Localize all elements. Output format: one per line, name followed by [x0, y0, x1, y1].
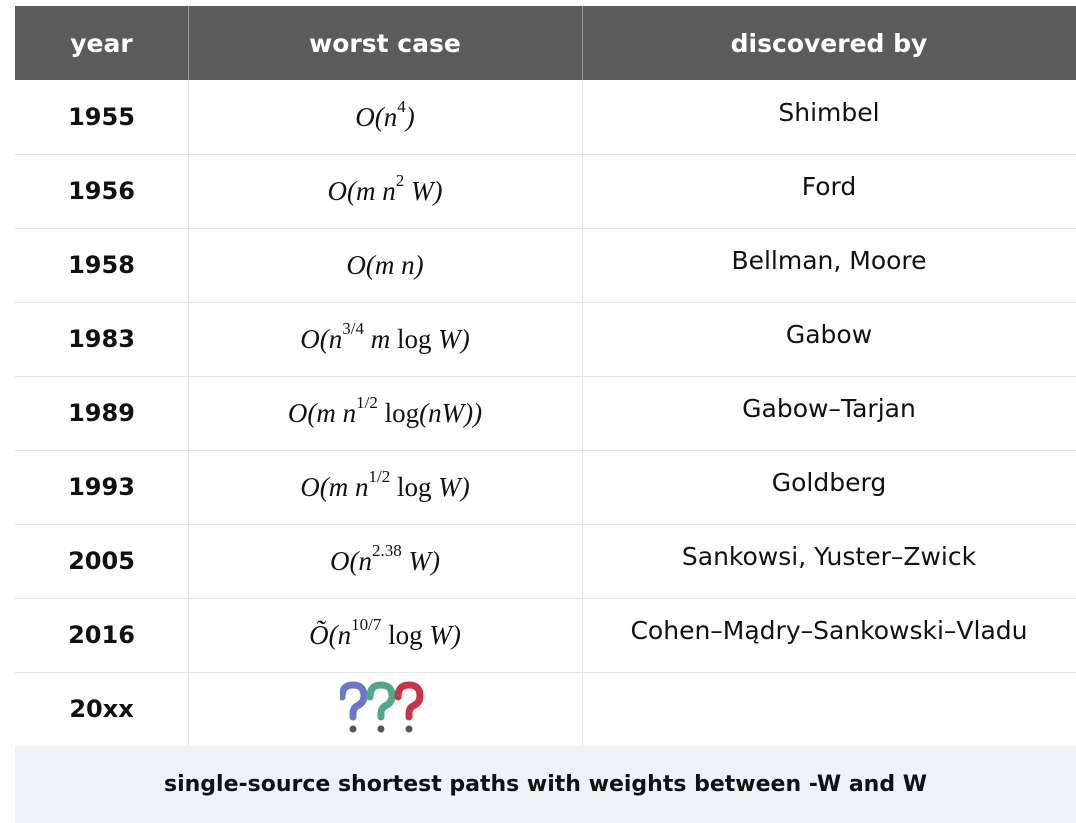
row-divider: [15, 376, 1076, 377]
exponent: 10/7: [351, 615, 382, 634]
question-dot: [377, 725, 385, 733]
complexity-cell: O(m n 1/2 log W): [188, 450, 582, 524]
row-divider: [15, 672, 1076, 673]
math-text: log: [390, 471, 432, 502]
exponent: 4: [397, 97, 406, 116]
math-text: O(m n: [287, 397, 357, 428]
math-text: O(m n: [327, 175, 396, 206]
math-text: W): [431, 471, 470, 502]
row-divider: [15, 450, 1076, 451]
discoverer-cell: Bellman, Moore: [731, 245, 927, 275]
year-cell: 1956: [68, 177, 135, 205]
math-text: W): [422, 619, 461, 650]
question-marks-icon: [340, 681, 424, 733]
exponent: 1/2: [356, 393, 378, 412]
discoverer-cell: Shimbel: [778, 97, 880, 127]
math-text: W): [401, 545, 440, 576]
question-dot: [405, 725, 413, 733]
row-divider: [15, 228, 1076, 229]
math-text: log: [381, 619, 423, 650]
column-header: discovered by: [582, 6, 1076, 80]
exponent: 3/4: [342, 319, 364, 338]
math-text: O(n: [355, 101, 398, 132]
year-cell: 1958: [68, 251, 135, 279]
discoverer-cell: Cohen–Mądry–Sankowski–Vladu: [630, 615, 1028, 645]
discoverer-cell: Goldberg: [771, 467, 887, 497]
question-dot: [349, 725, 357, 733]
question-mark: [366, 681, 396, 721]
math-text: Õ(n: [309, 619, 352, 650]
row-divider: [15, 598, 1076, 599]
exponent: 2: [395, 171, 405, 190]
discoverer-cell: Sankowsi, Yuster–Zwick: [681, 541, 977, 571]
complexity-cell: O(n 2.38 W): [188, 524, 582, 598]
complexity-cell: O(m n): [188, 228, 582, 302]
row-divider: [15, 524, 1076, 525]
math-text: O(n: [330, 545, 372, 576]
complexity-cell: Õ(n 10/7 log W): [188, 598, 582, 672]
discoverer-cell: Ford: [801, 171, 857, 201]
table-caption: single-source shortest paths with weight…: [15, 746, 1076, 823]
year-cell: 1993: [68, 473, 135, 501]
column-header: worst case: [188, 6, 582, 80]
header-divider: [188, 6, 189, 80]
question-mark: [340, 681, 368, 721]
column-divider: [582, 80, 583, 746]
math-text: O(n: [300, 323, 343, 354]
year-cell: 2016: [68, 621, 135, 649]
math-text: log: [390, 323, 432, 354]
math-text: O(m n): [346, 249, 424, 280]
exponent: 1/2: [368, 467, 391, 486]
discoverer-cell: Gabow–Tarjan: [742, 393, 916, 423]
math-text: log: [377, 397, 420, 428]
math-text: W): [404, 175, 443, 206]
math-text: m: [363, 323, 391, 354]
column-divider: [188, 80, 189, 746]
year-cell: 1983: [68, 325, 135, 353]
row-divider: [15, 154, 1076, 155]
exponent: 2.38: [372, 541, 402, 560]
discoverer-cell: Gabow: [785, 319, 873, 349]
row-divider: [15, 302, 1076, 303]
column-header: year: [15, 6, 188, 80]
complexity-cell: O(m n 1/2 log (nW)): [188, 376, 582, 450]
year-cell: 2005: [68, 547, 135, 575]
math-text: ): [405, 101, 415, 132]
question-mark: [394, 681, 424, 721]
math-text: O(m n: [300, 471, 369, 502]
year-cell: 1955: [68, 103, 135, 131]
year-cell: 20xx: [69, 695, 134, 723]
header-divider: [582, 6, 583, 80]
complexity-cell: O(n 3/4 m log W): [188, 302, 582, 376]
year-cell: 1989: [68, 399, 135, 427]
math-text: (nW)): [419, 397, 483, 428]
complexity-cell: O(n 4): [188, 80, 582, 154]
complexity-cell: [188, 672, 582, 746]
math-text: W): [431, 323, 470, 354]
